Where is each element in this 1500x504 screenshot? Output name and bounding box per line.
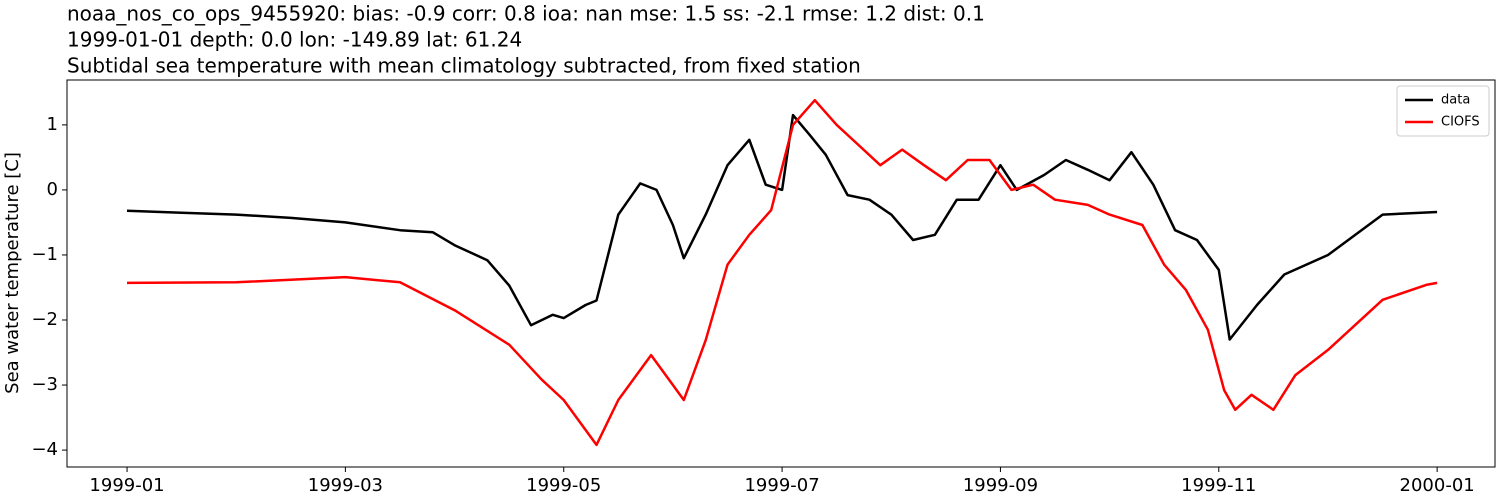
data-line — [126, 98, 1438, 447]
chart-subtitle: 1999-01-01 depth: 0.0 lon: -149.89 lat: … — [67, 28, 522, 52]
data-line — [126, 113, 1438, 341]
x-tick-label: 1999-05 — [526, 475, 601, 496]
y-axis-label: Sea water temperature [C] — [2, 152, 23, 394]
x-tick-label: 1999-03 — [308, 475, 383, 496]
y-tick-label: 1 — [47, 114, 58, 135]
y-tick-label: −1 — [31, 244, 58, 265]
x-tick-label: 1999-09 — [963, 475, 1038, 496]
chart-title: noaa_nos_co_ops_9455920: bias: -0.9 corr… — [67, 2, 985, 26]
x-tick-label: 2000-01 — [1400, 475, 1475, 496]
legend-box — [1396, 85, 1490, 137]
y-tick-label: −4 — [31, 439, 58, 460]
x-tick-label: 1999-11 — [1181, 475, 1256, 496]
x-tick-label: 1999-01 — [89, 475, 164, 496]
y-tick-label: −3 — [31, 374, 58, 395]
y-tick-label: 0 — [47, 179, 58, 200]
plot-frame — [66, 79, 1496, 468]
x-tick-label: 1999-07 — [744, 475, 819, 496]
legend-label: CIOFS — [1441, 115, 1480, 130]
y-tick-label: −2 — [31, 309, 58, 330]
chart-subtitle: Subtidal sea temperature with mean clima… — [67, 54, 861, 78]
legend-label: data — [1441, 93, 1470, 108]
